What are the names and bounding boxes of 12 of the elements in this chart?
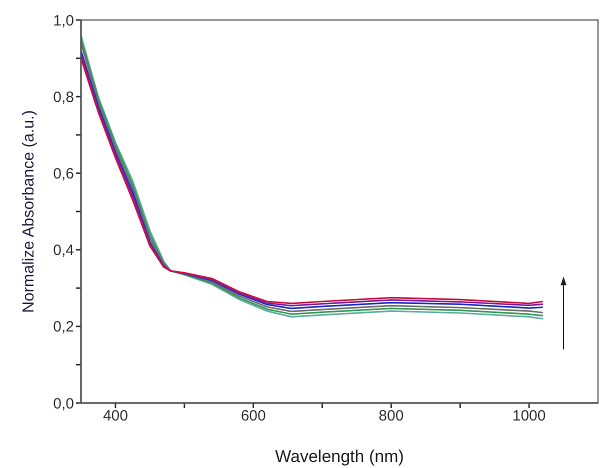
- x-tick-label: 1000: [512, 408, 546, 425]
- x-tick-label: 600: [240, 408, 266, 425]
- y-axis-title: Normalize Absorbance (a.u.): [20, 110, 38, 313]
- y-tick-label: 0,0: [53, 395, 74, 412]
- x-axis-title: Wavelength (nm): [275, 447, 404, 466]
- y-tick-label: 0,8: [53, 88, 74, 106]
- y-tick-label: 0,4: [53, 242, 74, 260]
- x-tick-label: 800: [378, 408, 404, 425]
- y-tick-label: 1,0: [53, 12, 74, 30]
- y-tick-label: 0,6: [53, 166, 74, 183]
- x-tick-label: 400: [102, 408, 128, 425]
- y-tick-label: 0,2: [53, 318, 74, 336]
